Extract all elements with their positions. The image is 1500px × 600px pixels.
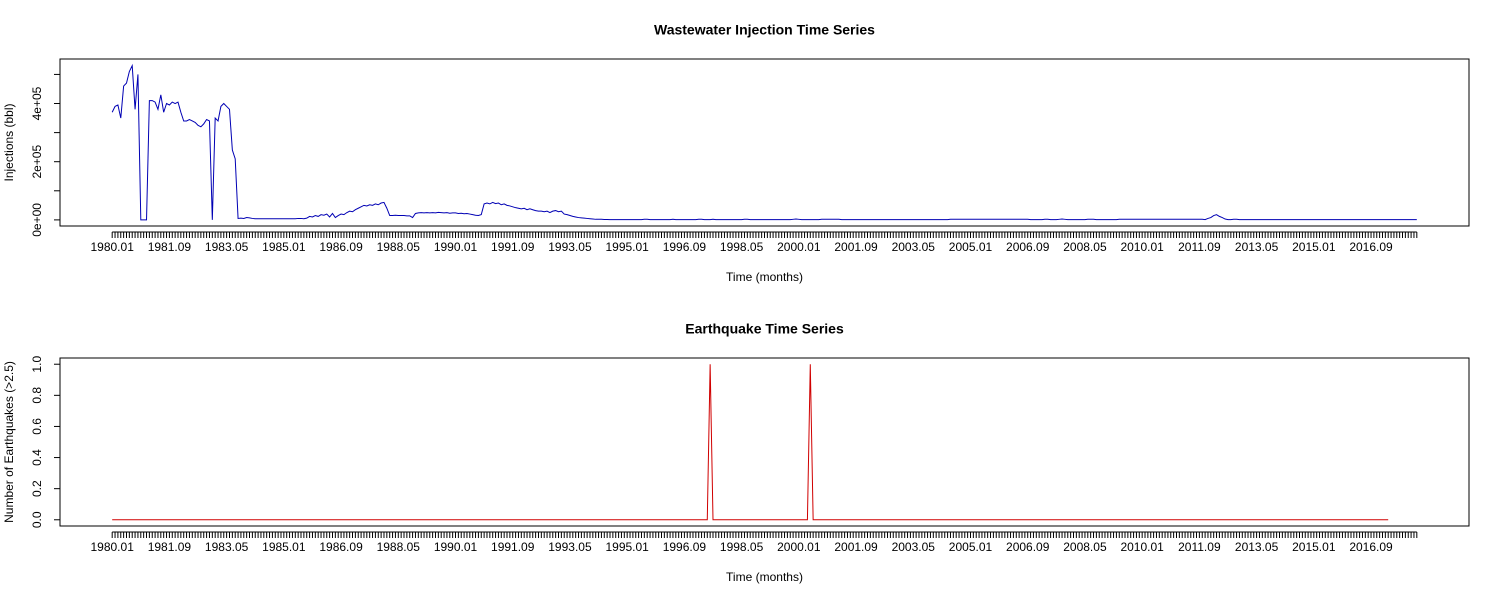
x-axis-label: Time (months) xyxy=(726,270,803,284)
y-tick-label: 0.8 xyxy=(30,387,44,404)
x-tick-label: 2006.09 xyxy=(1006,240,1050,254)
x-tick-label: 1990.01 xyxy=(434,240,478,254)
y-axis-label: Injections (bbl) xyxy=(2,103,16,181)
x-tick-label: 1983.05 xyxy=(205,540,249,554)
y-axis-label: Number of Earthquakes (>2.5) xyxy=(2,361,16,523)
y-tick-label: 0.4 xyxy=(30,449,44,466)
x-tick-label: 2010.01 xyxy=(1120,540,1164,554)
x-tick-label: 1988.05 xyxy=(377,540,421,554)
x-tick-label: 2005.01 xyxy=(949,540,993,554)
y-tick-label: 4e+05 xyxy=(30,86,44,120)
x-tick-label: 2013.05 xyxy=(1235,540,1279,554)
x-tick-label: 2001.09 xyxy=(834,540,878,554)
panel: Wastewater Injection Time Series Time (mo… xyxy=(2,22,1470,284)
chart-title: Wastewater Injection Time Series xyxy=(654,22,875,38)
x-tick-label: 1981.09 xyxy=(148,540,192,554)
y-tick-label: 2e+05 xyxy=(30,145,44,179)
x-tick-label: 1998.05 xyxy=(720,240,764,254)
x-tick-label: 1980.01 xyxy=(90,540,134,554)
data-line xyxy=(111,63,1417,221)
x-tick-label: 1990.01 xyxy=(434,540,478,554)
x-tick-label: 2013.05 xyxy=(1235,240,1279,254)
x-tick-label: 1985.01 xyxy=(262,240,306,254)
x-tick-label: 1995.01 xyxy=(605,540,649,554)
x-tick-label: 1983.05 xyxy=(205,240,249,254)
x-tick-label: 2015.01 xyxy=(1292,240,1336,254)
data-line xyxy=(112,364,1389,521)
y-tick-label: 0.6 xyxy=(30,418,44,435)
y-tick-label: 1.0 xyxy=(30,356,44,373)
plot-frame xyxy=(59,58,1470,227)
x-tick-label: 2006.09 xyxy=(1006,540,1050,554)
x-axis-label: Time (months) xyxy=(726,570,803,584)
panel: Earthquake Time Series Time (months) Numbe… xyxy=(2,321,1470,584)
x-tick-label: 1986.09 xyxy=(319,540,363,554)
y-tick-label: 0e+00 xyxy=(30,203,44,237)
x-tick-label: 1998.05 xyxy=(720,540,764,554)
x-tick-label: 1985.01 xyxy=(262,540,306,554)
y-tick-label: 0.2 xyxy=(30,480,44,497)
x-tick-label: 2001.09 xyxy=(834,240,878,254)
x-tick-label: 2000.01 xyxy=(777,540,821,554)
x-tick-label: 1991.09 xyxy=(491,540,535,554)
x-tick-label: 2015.01 xyxy=(1292,540,1336,554)
x-tick-label: 2010.01 xyxy=(1120,240,1164,254)
x-tick-label: 2000.01 xyxy=(777,240,821,254)
x-tick-label: 2011.09 xyxy=(1178,240,1221,254)
x-tick-label: 1996.09 xyxy=(663,540,707,554)
y-tick-label: 0.0 xyxy=(30,511,44,528)
x-tick-label: 1988.05 xyxy=(377,240,421,254)
x-tick-label: 1996.09 xyxy=(663,240,707,254)
x-tick-label: 2003.05 xyxy=(892,240,936,254)
x-tick-label: 2016.09 xyxy=(1349,240,1393,254)
x-tick-label: 2008.05 xyxy=(1063,540,1107,554)
plot-frame xyxy=(59,357,1470,527)
x-tick-label: 1993.05 xyxy=(548,540,592,554)
x-tick-label: 2016.09 xyxy=(1349,540,1393,554)
x-tick-label: 2005.01 xyxy=(949,240,993,254)
x-tick-label: 2003.05 xyxy=(892,540,936,554)
x-tick-label: 2008.05 xyxy=(1063,240,1107,254)
x-tick-label: 2011.09 xyxy=(1178,540,1221,554)
x-tick-label: 1991.09 xyxy=(491,240,535,254)
chart-title: Earthquake Time Series xyxy=(685,321,844,337)
x-tick-label: 1981.09 xyxy=(148,240,192,254)
x-tick-label: 1995.01 xyxy=(605,240,649,254)
x-tick-label: 1986.09 xyxy=(319,240,363,254)
x-tick-label: 1993.05 xyxy=(548,240,592,254)
x-tick-label: 1980.01 xyxy=(90,240,134,254)
